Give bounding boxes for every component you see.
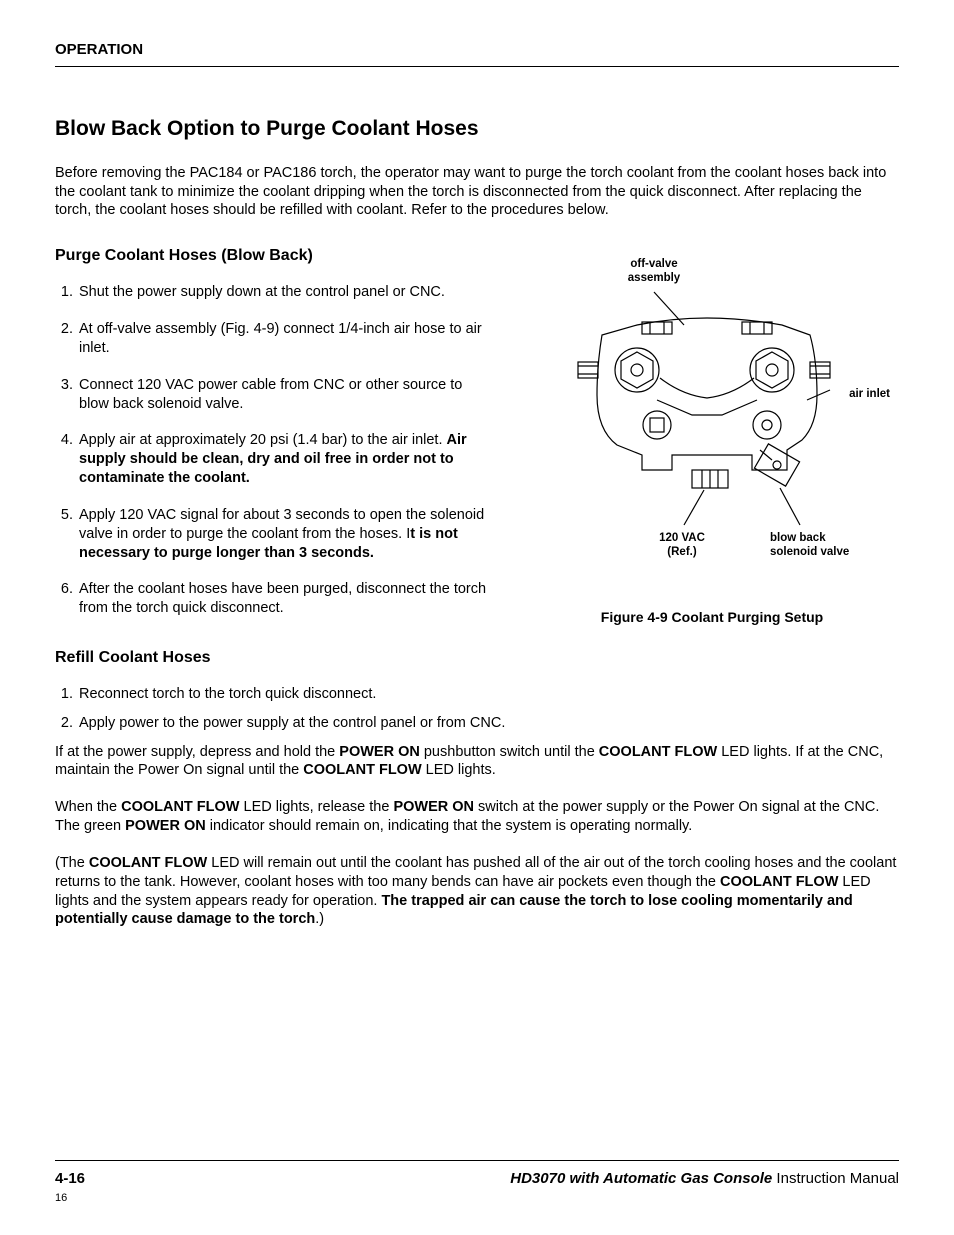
footer-title: HD3070 with Automatic Gas Console Instru… [510, 1169, 899, 1189]
valve-assembly-svg [542, 270, 882, 570]
figure-caption: Figure 4-9 Coolant Purging Setup [525, 608, 899, 626]
label-off-valve: off-valve assembly [614, 258, 694, 284]
figure-diagram: off-valve assembly air inlet 120 VAC (Re… [542, 270, 882, 600]
label-vac: 120 VAC (Ref.) [652, 532, 712, 558]
refill-step-1: Reconnect torch to the torch quick disco… [77, 685, 899, 704]
purge-step-3: Connect 120 VAC power cable from CNC or … [77, 376, 495, 414]
small-page-number: 16 [55, 1191, 899, 1205]
page-title: Blow Back Option to Purge Coolant Hoses [55, 115, 899, 142]
section-header: OPERATION [55, 40, 899, 67]
paragraph-2: When the COOLANT FLOW LED lights, releas… [55, 798, 899, 836]
purge-step-4: Apply air at approximately 20 psi (1.4 b… [77, 431, 495, 488]
purge-heading: Purge Coolant Hoses (Blow Back) [55, 246, 495, 267]
intro-paragraph: Before removing the PAC184 or PAC186 tor… [55, 164, 899, 221]
purge-step-5: Apply 120 VAC signal for about 3 seconds… [77, 506, 495, 563]
purge-step-6: After the coolant hoses have been purged… [77, 580, 495, 618]
purge-steps: Shut the power supply down at the contro… [55, 283, 495, 618]
refill-step-2: Apply power to the power supply at the c… [77, 714, 899, 733]
paragraph-1: If at the power supply, depress and hold… [55, 743, 899, 781]
purge-step-2: At off-valve assembly (Fig. 4-9) connect… [77, 320, 495, 358]
paragraph-3: (The COOLANT FLOW LED will remain out un… [55, 854, 899, 929]
refill-heading: Refill Coolant Hoses [55, 648, 899, 669]
label-air-inlet: air inlet [849, 388, 890, 401]
refill-steps: Reconnect torch to the torch quick disco… [55, 685, 899, 733]
page-footer: 4-16 HD3070 with Automatic Gas Console I… [55, 1160, 899, 1205]
page-number: 4-16 [55, 1169, 85, 1189]
purge-step-1: Shut the power supply down at the contro… [77, 283, 495, 302]
label-solenoid: blow back solenoid valve [770, 532, 870, 558]
